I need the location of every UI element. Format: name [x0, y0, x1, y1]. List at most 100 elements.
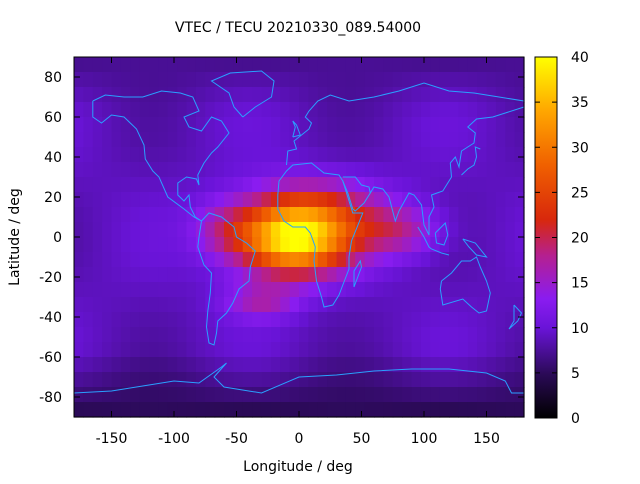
heat-cell: [449, 387, 459, 403]
heat-cell: [186, 402, 197, 418]
heat-cell: [383, 267, 394, 283]
heat-cell: [270, 57, 281, 73]
heat-cell: [177, 207, 188, 223]
heat-cell: [186, 222, 197, 238]
heat-cell: [289, 327, 300, 343]
colorbar-tick-label: 20: [571, 231, 589, 247]
heat-cell: [111, 147, 122, 163]
heat-cell: [186, 132, 197, 148]
heat-cell: [495, 72, 506, 88]
heat-cell: [411, 252, 422, 268]
heat-cell: [317, 177, 328, 193]
heat-cell: [252, 87, 263, 103]
heat-cell: [477, 402, 488, 418]
heat-cell: [139, 402, 150, 418]
heat-cell: [364, 57, 375, 73]
heat-cell: [514, 117, 525, 133]
heat-cell: [495, 87, 506, 103]
heat-cell: [327, 72, 338, 88]
heat-cell: [167, 402, 178, 418]
heat-cell: [74, 267, 84, 283]
heat-cell: [167, 312, 178, 328]
heat-cell: [458, 117, 469, 133]
heat-cell: [289, 297, 300, 313]
heat-cell: [280, 312, 291, 328]
heat-cell: [477, 57, 488, 73]
heat-cell: [317, 207, 328, 223]
heat-cell: [411, 282, 422, 298]
heat-cell: [158, 132, 169, 148]
heat-cell: [167, 192, 178, 208]
heat-cell: [139, 237, 150, 253]
heat-cell: [467, 267, 478, 283]
heat-cell: [411, 402, 422, 418]
heat-cell: [205, 222, 216, 238]
heat-cell: [111, 357, 122, 373]
heat-cell: [205, 327, 216, 343]
heat-cell: [458, 237, 469, 253]
heat-cell: [224, 57, 234, 73]
heat-cell: [224, 237, 234, 253]
heat-cell: [224, 342, 234, 358]
heat-cell: [495, 177, 506, 193]
heat-cell: [280, 297, 291, 313]
heat-cell: [242, 102, 253, 118]
heat-cell: [439, 402, 450, 418]
heat-cell: [345, 327, 356, 343]
heat-cell: [186, 267, 197, 283]
heat-cell: [177, 177, 188, 193]
heat-cell: [308, 282, 319, 298]
heat-cell: [449, 192, 459, 208]
heat-cell: [158, 252, 169, 268]
heat-cell: [242, 192, 253, 208]
heat-cell: [92, 267, 103, 283]
heat-cell: [402, 147, 413, 163]
colorbar-tick-label: 10: [571, 321, 589, 337]
heat-cell: [327, 102, 338, 118]
heat-cell: [289, 207, 300, 223]
heat-cell: [149, 327, 159, 343]
heat-cell: [308, 192, 319, 208]
heat-cell: [224, 282, 234, 298]
heat-cell: [420, 57, 431, 73]
heat-cell: [486, 252, 497, 268]
y-axis-label: Latitude / deg: [7, 188, 23, 286]
heat-cell: [467, 192, 478, 208]
heat-cell: [130, 372, 141, 388]
heat-cell: [177, 252, 188, 268]
heat-cell: [402, 252, 413, 268]
heat-cell: [402, 327, 413, 343]
heat-cell: [111, 387, 122, 403]
heat-cell: [495, 132, 506, 148]
heat-cell: [449, 72, 459, 88]
heat-cell: [270, 132, 281, 148]
heat-cell: [195, 192, 206, 208]
heat-cell: [430, 357, 441, 373]
heat-cell: [289, 312, 300, 328]
heat-cell: [420, 372, 431, 388]
heat-cell: [458, 87, 469, 103]
heat-cell: [420, 132, 431, 148]
heat-cell: [449, 297, 459, 313]
heat-cell: [280, 207, 291, 223]
heat-cell: [495, 237, 506, 253]
heat-cell: [167, 297, 178, 313]
heat-cell: [177, 117, 188, 133]
heat-cell: [280, 237, 291, 253]
x-tick-label: 100: [411, 431, 438, 447]
heat-cell: [383, 372, 394, 388]
heat-cell: [392, 147, 403, 163]
heat-cell: [242, 237, 253, 253]
heat-cell: [514, 357, 525, 373]
heat-cell: [186, 372, 197, 388]
colorbar-axis: 0 5 10 15 20 25 30 35 40: [535, 50, 589, 427]
heat-cell: [299, 342, 309, 358]
heat-cell: [364, 387, 375, 403]
heat-cell: [486, 162, 497, 178]
heat-cell: [336, 57, 347, 73]
heat-cell: [186, 57, 197, 73]
heat-cell: [355, 237, 366, 253]
heat-cell: [477, 72, 488, 88]
heat-cell: [270, 327, 281, 343]
